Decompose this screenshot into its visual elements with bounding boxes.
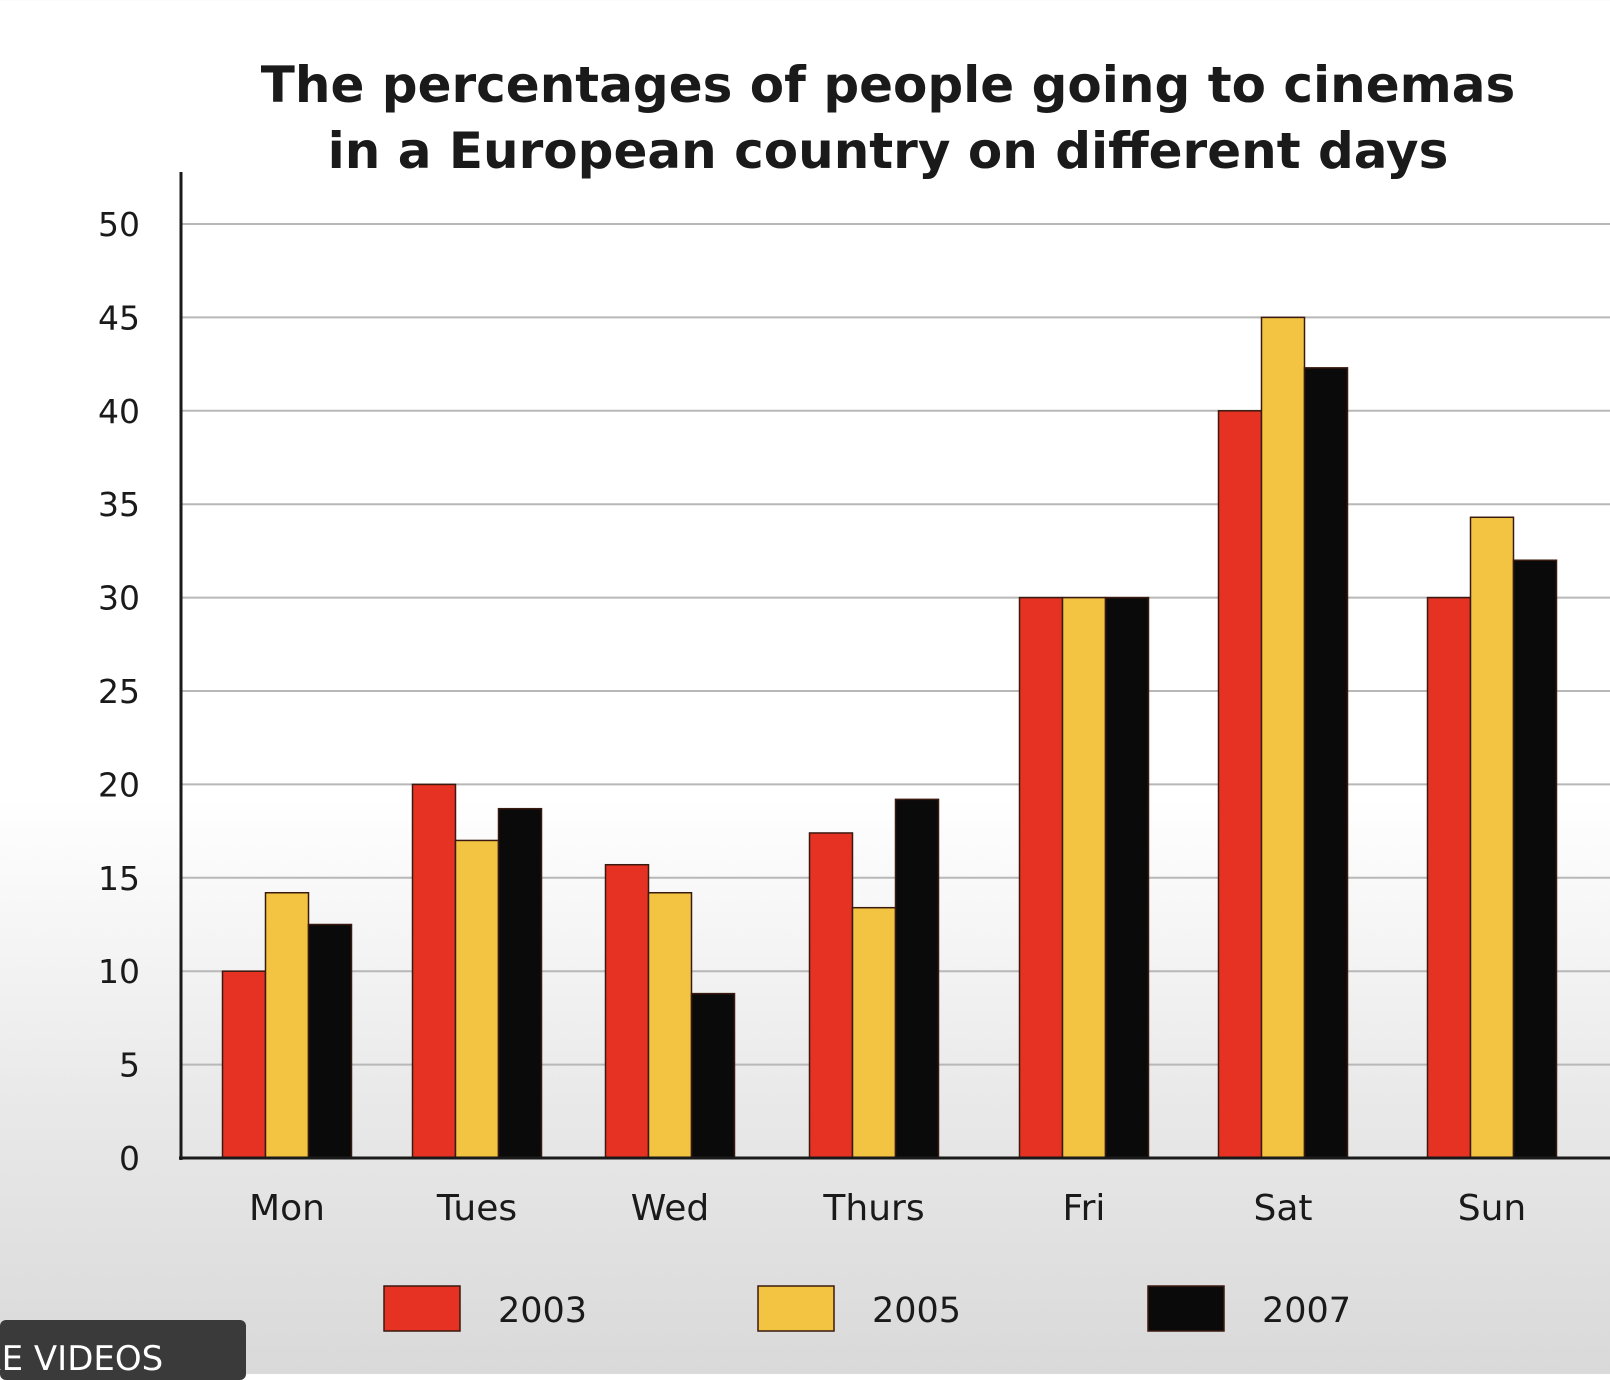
x-tick-label-sun: Sun	[1458, 1188, 1526, 1229]
bar-sat-2003	[1217, 410, 1263, 1159]
y-tick-label: 35	[98, 485, 140, 524]
y-tick-label: 20	[98, 765, 140, 804]
bar-sun-2007	[1512, 559, 1558, 1159]
bar-fri-2007	[1104, 596, 1150, 1159]
bar-tues-2007	[497, 807, 543, 1159]
bar-thurs-2007	[894, 798, 940, 1159]
bar-tues-2005	[454, 839, 500, 1159]
bar-fri-2003	[1018, 596, 1064, 1159]
bar-sun-2005	[1469, 516, 1515, 1159]
y-tick-label: 50	[98, 205, 140, 244]
x-axis-category-labels: Mon Tues Wed Thurs Fri Sat Sun	[249, 1188, 1526, 1229]
x-tick-label-tues: Tues	[436, 1188, 517, 1229]
legend-label-2003: 2003	[498, 1291, 587, 1331]
legend-swatch-2007	[1147, 1285, 1225, 1332]
bar-thurs-2003	[808, 832, 854, 1159]
bar-mon-2005	[264, 891, 310, 1159]
bar-mon-2003	[221, 970, 267, 1159]
x-tick-label-fri: Fri	[1063, 1188, 1106, 1229]
bar-wed-2003	[604, 863, 650, 1159]
y-tick-label: 5	[119, 1046, 140, 1085]
bar-tues-2003	[411, 783, 457, 1159]
y-tick-label: 10	[98, 952, 140, 991]
x-tick-label-sat: Sat	[1253, 1188, 1312, 1229]
bar-fri-2005	[1061, 596, 1107, 1159]
x-tick-label-mon: Mon	[249, 1188, 325, 1229]
legend: 2003 2005 2007	[383, 1285, 1351, 1332]
chart-title: The percentages of people going to cinem…	[261, 56, 1515, 180]
bar-thurs-2005	[851, 906, 897, 1159]
y-tick-label: 45	[98, 298, 140, 337]
bar-sat-2005	[1260, 316, 1306, 1159]
chart-title-line-2: in a European country on different days	[328, 122, 1449, 180]
x-tick-label-wed: Wed	[631, 1188, 710, 1229]
bar-sun-2003	[1426, 596, 1472, 1159]
y-tick-label: 25	[98, 672, 140, 711]
legend-swatch-2005	[757, 1285, 835, 1332]
more-videos-button[interactable]: RE VIDEOS	[0, 1320, 246, 1380]
x-tick-label-thurs: Thurs	[822, 1188, 924, 1229]
y-tick-label: 40	[98, 392, 140, 431]
legend-label-2007: 2007	[1262, 1291, 1351, 1331]
bars	[221, 316, 1558, 1159]
y-tick-label: 0	[119, 1139, 140, 1178]
bar-wed-2007	[690, 992, 736, 1159]
bar-sat-2007	[1303, 367, 1349, 1159]
y-tick-label: 30	[98, 579, 140, 618]
chart-title-line-1: The percentages of people going to cinem…	[261, 56, 1515, 114]
axes	[179, 172, 1610, 1160]
more-videos-label: RE VIDEOS	[0, 1339, 164, 1379]
y-axis-tick-labels: 0 5 10 15 20 25 30 35 40 45 50	[98, 205, 140, 1178]
bar-mon-2007	[307, 923, 353, 1159]
legend-label-2005: 2005	[872, 1291, 961, 1331]
y-tick-label: 15	[98, 859, 140, 898]
legend-swatch-2003	[383, 1285, 461, 1332]
bar-wed-2005	[647, 891, 693, 1159]
